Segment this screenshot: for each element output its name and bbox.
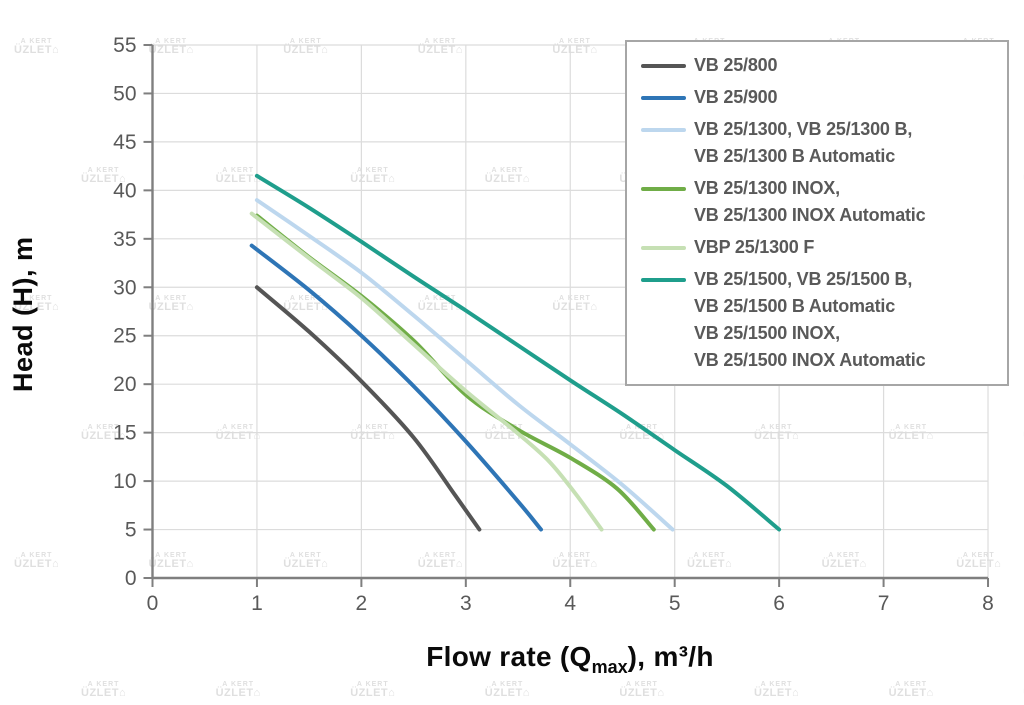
legend-line-swatch bbox=[641, 128, 686, 132]
x-tick-label: 3 bbox=[460, 592, 472, 615]
y-tick-label: 30 bbox=[113, 276, 136, 299]
legend-line-swatch bbox=[641, 278, 686, 282]
legend-label: VB 25/1300 INOX, VB 25/1300 INOX Automati… bbox=[694, 178, 926, 225]
legend-label: VB 25/800 bbox=[694, 55, 778, 75]
y-tick-label: 35 bbox=[113, 228, 136, 251]
legend-box: VB 25/800 VB 25/900 VB 25/1300, VB 25/1300… bbox=[625, 40, 1009, 386]
x-tick-label: 6 bbox=[773, 592, 785, 615]
series-curve bbox=[249, 211, 604, 532]
x-axis-title-post: ), m³/h bbox=[627, 641, 714, 672]
series-curve bbox=[254, 285, 482, 532]
y-tick-label: 10 bbox=[113, 470, 136, 493]
series-curve bbox=[254, 173, 782, 532]
y-tick-label: 15 bbox=[113, 422, 136, 445]
x-axis-title-subscript: max bbox=[591, 657, 628, 677]
x-tick-label: 8 bbox=[982, 592, 994, 615]
y-tick-label: 45 bbox=[113, 131, 136, 154]
x-tick-label: 0 bbox=[147, 592, 159, 615]
y-axis-title: Head (H), m bbox=[8, 236, 38, 393]
series-curve bbox=[254, 198, 675, 532]
legend-label: VB 25/1300, VB 25/1300 B, VB 25/1300 B Au… bbox=[694, 119, 913, 166]
legend-item: VBP 25/1300 F bbox=[641, 234, 995, 261]
legend-item: VB 25/1300 INOX, VB 25/1300 INOX Automati… bbox=[641, 175, 995, 229]
x-tick-label: 7 bbox=[878, 592, 890, 615]
y-tick-label: 20 bbox=[113, 373, 136, 396]
x-tick-label: 2 bbox=[356, 592, 368, 615]
x-tick-label: 1 bbox=[251, 592, 263, 615]
legend-item: VB 25/1500, VB 25/1500 B, VB 25/1500 B Au… bbox=[641, 266, 995, 374]
legend-item: VB 25/800 bbox=[641, 52, 995, 79]
legend-label: VB 25/900 bbox=[694, 87, 778, 107]
y-tick-label: 55 bbox=[113, 34, 136, 57]
legend-line-swatch bbox=[641, 64, 686, 68]
x-tick-label: 4 bbox=[564, 592, 576, 615]
series-curve bbox=[249, 243, 543, 532]
y-tick-label: 50 bbox=[113, 82, 136, 105]
y-tick-label: 0 bbox=[125, 567, 137, 590]
x-tick-label: 5 bbox=[669, 592, 681, 615]
legend-item: VB 25/1300, VB 25/1300 B, VB 25/1300 B Au… bbox=[641, 116, 995, 170]
legend-line-swatch bbox=[641, 246, 686, 250]
legend-label: VB 25/1500, VB 25/1500 B, VB 25/1500 B Au… bbox=[694, 269, 926, 370]
legend-item: VB 25/900 bbox=[641, 84, 995, 111]
legend-label: VBP 25/1300 F bbox=[694, 237, 815, 257]
y-tick-label: 5 bbox=[125, 519, 137, 542]
legend-line-swatch bbox=[641, 96, 686, 100]
x-axis-title: Flow rate (Qmax), m³/h bbox=[152, 641, 988, 678]
y-tick-label: 25 bbox=[113, 325, 136, 348]
legend-line-swatch bbox=[641, 187, 686, 191]
x-axis-title-pre: Flow rate (Q bbox=[426, 641, 592, 672]
y-tick-label: 40 bbox=[113, 179, 136, 202]
